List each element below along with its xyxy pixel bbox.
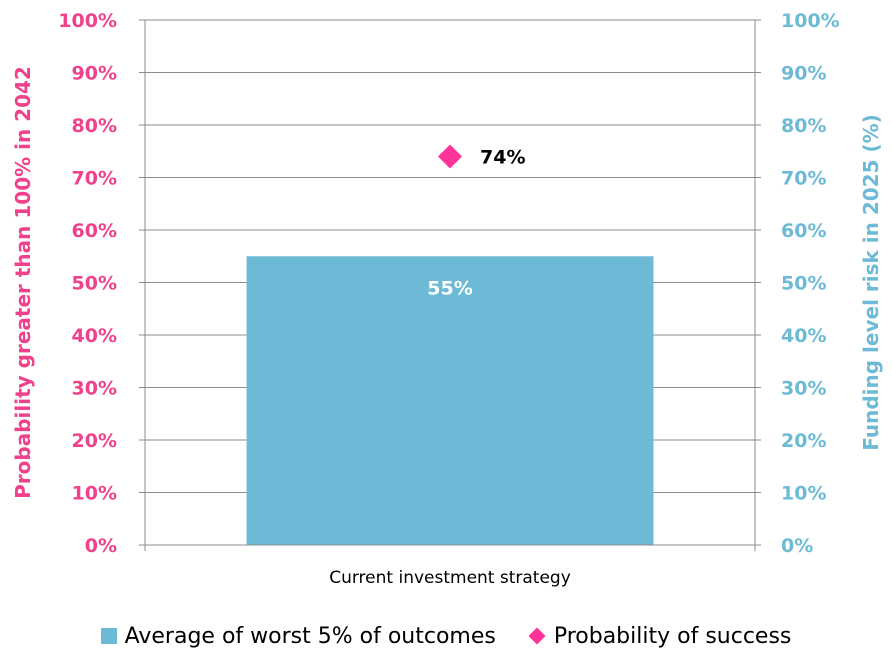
right-tick-label: 80% [781, 115, 826, 137]
right-tick-label: 30% [781, 378, 826, 400]
legend-bar-label: Average of worst 5% of outcomes [124, 623, 496, 649]
axes [139, 19, 761, 551]
bars: 55% [246, 256, 654, 545]
left-tick-label: 50% [72, 273, 117, 295]
right-tick-label: 60% [781, 220, 826, 242]
left-axis-title: Probability greater than 100% in 2042 [11, 66, 35, 499]
diamond-marker [438, 144, 462, 169]
markers: 74% [438, 144, 525, 169]
right-axis-title: Funding level risk in 2025 (%) [859, 114, 883, 451]
right-tick-label: 0% [781, 535, 813, 557]
marker-data-label: 74% [480, 147, 525, 169]
legend-bar-swatch [100, 628, 117, 644]
left-tick-label: 40% [72, 325, 117, 347]
bar-data-label: 55% [427, 277, 472, 299]
right-tick-label: 50% [781, 273, 826, 295]
left-tick-label: 70% [72, 168, 117, 190]
left-tick-label: 80% [72, 115, 117, 137]
left-tick-label: 60% [72, 220, 117, 242]
left-tick-label: 90% [72, 63, 117, 85]
right-tick-label: 20% [781, 430, 826, 452]
left-tick-label: 30% [72, 378, 117, 400]
left-tick-label: 100% [58, 10, 117, 32]
tick-labels: 0% 0% 10% 10% 20% 20% 30% 30% 40% 40% 50% 50% 60% 60%… [58, 10, 839, 557]
right-tick-label: 70% [781, 168, 826, 190]
chart: 55% 74% 0% 0% 10% 10% 20% 20% 30% 30% 40% 40% 50% 5… [11, 10, 883, 588]
right-tick-label: 90% [781, 63, 826, 85]
right-tick-label: 10% [781, 483, 826, 505]
legend-item-bar: Average of worst 5% of outcomes [100, 623, 496, 649]
left-tick-label: 20% [72, 430, 117, 452]
right-tick-label: 100% [781, 10, 840, 32]
bar [246, 256, 654, 545]
right-tick-label: 40% [781, 325, 826, 347]
x-category-label: Current investment strategy [329, 568, 571, 588]
legend: Average of worst 5% of outcomes Probabil… [0, 620, 892, 652]
legend-marker-label: Probability of success [553, 623, 792, 649]
left-tick-label: 10% [72, 483, 117, 505]
left-tick-label: 0% [85, 535, 117, 557]
legend-diamond-icon [528, 627, 546, 645]
legend-item-marker: Probability of success [528, 623, 792, 649]
